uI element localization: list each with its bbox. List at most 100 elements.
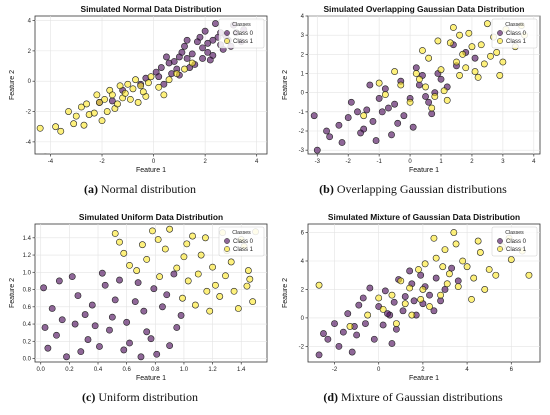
- chart-title: Simulated Mixture of Gaussian Data Distr…: [328, 212, 520, 222]
- point-class-1: [428, 104, 436, 112]
- y-tick-label: 0: [301, 316, 305, 322]
- y-tick-label: 1.4: [23, 236, 32, 242]
- point-class-1: [83, 100, 90, 108]
- point-class-1: [391, 68, 399, 75]
- point-class-1: [72, 112, 80, 120]
- point-class-1: [126, 262, 133, 269]
- legend-marker: [497, 238, 503, 244]
- point-class-1: [116, 238, 123, 246]
- point-class-1: [78, 103, 85, 111]
- point-class-1: [499, 58, 507, 66]
- point-class-1: [431, 93, 439, 100]
- point-class-0: [400, 112, 408, 120]
- caption-text: Normal distribution: [101, 182, 196, 196]
- point-class-1: [507, 256, 515, 263]
- point-class-0: [150, 285, 158, 293]
- y-tick-label: 1.0: [23, 270, 32, 276]
- y-tick-label: 0.8: [23, 288, 32, 294]
- point-class-1: [426, 303, 433, 310]
- legend-marker: [497, 38, 503, 44]
- point-class-0: [81, 311, 89, 318]
- chart-panel-a: Simulated Normal Data Distribution -4 -2 0 2…: [5, 2, 275, 207]
- point-class-1: [101, 96, 108, 103]
- point-class-1: [485, 266, 493, 273]
- x-tick-label: 6: [510, 367, 514, 373]
- point-class-1: [456, 72, 463, 79]
- x-axis-label: Feature 1: [409, 167, 439, 174]
- point-class-1: [166, 225, 174, 233]
- point-class-1: [449, 24, 457, 31]
- point-class-0: [152, 68, 160, 76]
- point-class-1: [139, 241, 146, 249]
- x-tick-label: -1: [376, 159, 382, 165]
- point-class-0: [310, 112, 318, 120]
- point-class-0: [448, 264, 456, 272]
- point-class-0: [375, 95, 383, 102]
- point-class-1: [493, 49, 501, 56]
- point-class-1: [470, 274, 478, 282]
- point-class-0: [379, 321, 387, 329]
- x-tick-label: 1.0: [180, 367, 189, 373]
- point-class-1: [474, 237, 482, 245]
- point-class-1: [430, 234, 438, 242]
- point-class-1: [422, 83, 429, 91]
- point-class-1: [126, 96, 134, 103]
- point-class-0: [71, 320, 79, 328]
- point-class-1: [93, 91, 101, 99]
- point-class-0: [120, 346, 128, 354]
- point-class-0: [381, 85, 389, 93]
- chart-panel-b: Simulated Overlapping Gaussian Data Dist…: [278, 2, 548, 207]
- point-class-1: [216, 293, 224, 300]
- point-class-0: [354, 108, 361, 116]
- point-class-1: [222, 272, 229, 280]
- point-class-1: [456, 31, 463, 39]
- point-class-0: [188, 50, 196, 58]
- point-class-1: [183, 240, 191, 248]
- point-class-0: [199, 55, 206, 62]
- x-tick-label: -2: [346, 159, 352, 165]
- point-class-1: [111, 230, 119, 237]
- point-class-1: [143, 255, 151, 263]
- point-class-1: [360, 112, 368, 120]
- point-class-0: [366, 284, 374, 292]
- point-class-1: [52, 123, 60, 131]
- legend-title: Classes: [505, 230, 524, 236]
- scatter-plot-normal: Simulated Normal Data Distribution -4 -2 0 2…: [9, 4, 268, 174]
- point-class-1: [454, 283, 462, 290]
- point-class-0: [412, 64, 420, 72]
- point-class-1: [96, 99, 103, 106]
- x-tick-label: -3: [315, 159, 321, 165]
- point-class-0: [84, 336, 92, 343]
- point-class-1: [120, 249, 128, 257]
- point-class-1: [450, 229, 458, 236]
- caption-c: (c) Uniform distribution: [5, 390, 275, 405]
- y-tick-label: 4: [28, 19, 32, 25]
- point-class-0: [338, 139, 346, 146]
- point-class-0: [55, 277, 63, 285]
- caption-tag: (d): [323, 390, 338, 404]
- point-class-1: [425, 54, 433, 62]
- point-class-1: [439, 263, 447, 271]
- point-class-1: [492, 271, 500, 279]
- point-class-1: [121, 89, 129, 97]
- point-class-1: [133, 267, 141, 274]
- point-class-1: [487, 52, 494, 60]
- legend-marker: [224, 246, 230, 252]
- point-class-1: [415, 266, 422, 273]
- x-tick-label: 0.4: [94, 367, 103, 373]
- point-class-1: [419, 286, 427, 293]
- point-class-0: [206, 56, 214, 64]
- point-class-0: [428, 110, 436, 118]
- caption-text: Overlapping Gaussian distributions: [336, 182, 507, 196]
- x-tick-label: 0: [377, 367, 381, 373]
- point-class-0: [166, 342, 174, 350]
- x-tick-label: 2: [470, 159, 474, 165]
- point-class-0: [68, 273, 76, 281]
- x-tick-label: 1.4: [237, 367, 246, 373]
- point-class-1: [463, 263, 471, 271]
- point-class-1: [446, 39, 454, 47]
- point-class-0: [111, 296, 119, 304]
- point-class-1: [437, 66, 445, 74]
- point-class-0: [348, 348, 356, 356]
- point-class-0: [91, 322, 99, 330]
